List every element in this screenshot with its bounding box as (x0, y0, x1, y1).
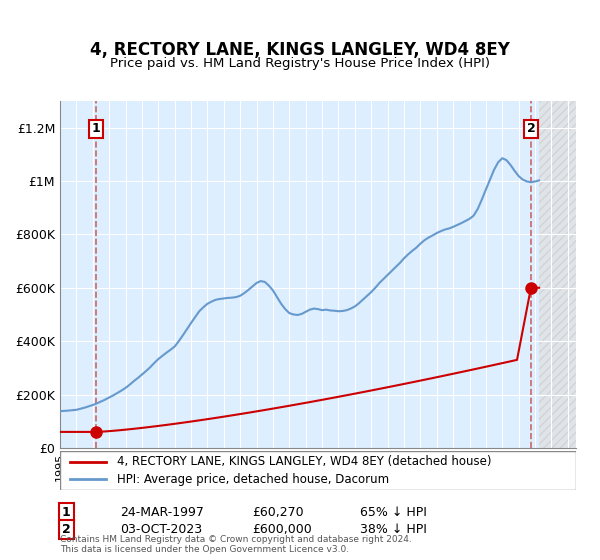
Text: 03-OCT-2023: 03-OCT-2023 (120, 522, 202, 536)
Text: 2: 2 (527, 122, 535, 135)
Text: £60,270: £60,270 (252, 506, 304, 519)
Text: HPI: Average price, detached house, Dacorum: HPI: Average price, detached house, Daco… (117, 473, 389, 486)
Text: Contains HM Land Registry data © Crown copyright and database right 2024.
This d: Contains HM Land Registry data © Crown c… (60, 535, 412, 554)
Text: 38% ↓ HPI: 38% ↓ HPI (360, 522, 427, 536)
Text: 2: 2 (62, 522, 70, 536)
Text: 4, RECTORY LANE, KINGS LANGLEY, WD4 8EY: 4, RECTORY LANE, KINGS LANGLEY, WD4 8EY (90, 41, 510, 59)
Text: 4, RECTORY LANE, KINGS LANGLEY, WD4 8EY (detached house): 4, RECTORY LANE, KINGS LANGLEY, WD4 8EY … (117, 455, 491, 468)
Text: 1: 1 (92, 122, 101, 135)
Text: £600,000: £600,000 (252, 522, 312, 536)
Text: 24-MAR-1997: 24-MAR-1997 (120, 506, 204, 519)
Text: 1: 1 (62, 506, 70, 519)
Text: 65% ↓ HPI: 65% ↓ HPI (360, 506, 427, 519)
Bar (539, 101, 576, 448)
Text: Price paid vs. HM Land Registry's House Price Index (HPI): Price paid vs. HM Land Registry's House … (110, 57, 490, 70)
FancyBboxPatch shape (60, 451, 576, 490)
